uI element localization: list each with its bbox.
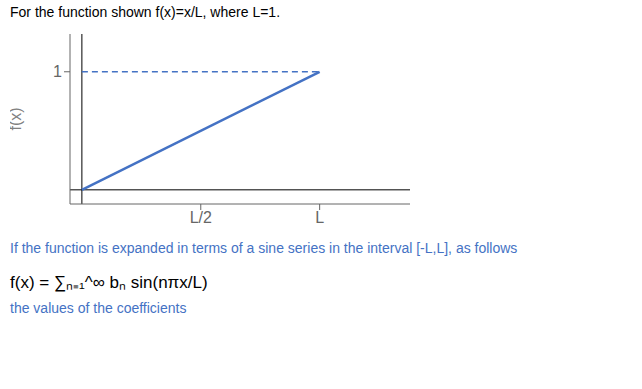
svg-text:1: 1 (53, 63, 62, 80)
html-text:f(x) = ∑ₙ₌₁^∞ bₙ sin(nπx/L): f(x) = ∑ₙ₌₁^∞ bₙ sin(nπx/L) (10, 273, 208, 292)
svg-text:L: L (315, 209, 324, 226)
html-text:If the function is expanded in: If the function is expanded in terms of … (10, 240, 518, 256)
html-text:For the function shown f(x)=x/: For the function shown f(x)=x/L, where L… (10, 4, 280, 20)
html-text:the values of the coefficients: the values of the coefficients (10, 300, 187, 316)
svg-text:L/2: L/2 (190, 209, 212, 226)
svg-text:f(x): f(x) (10, 107, 24, 130)
